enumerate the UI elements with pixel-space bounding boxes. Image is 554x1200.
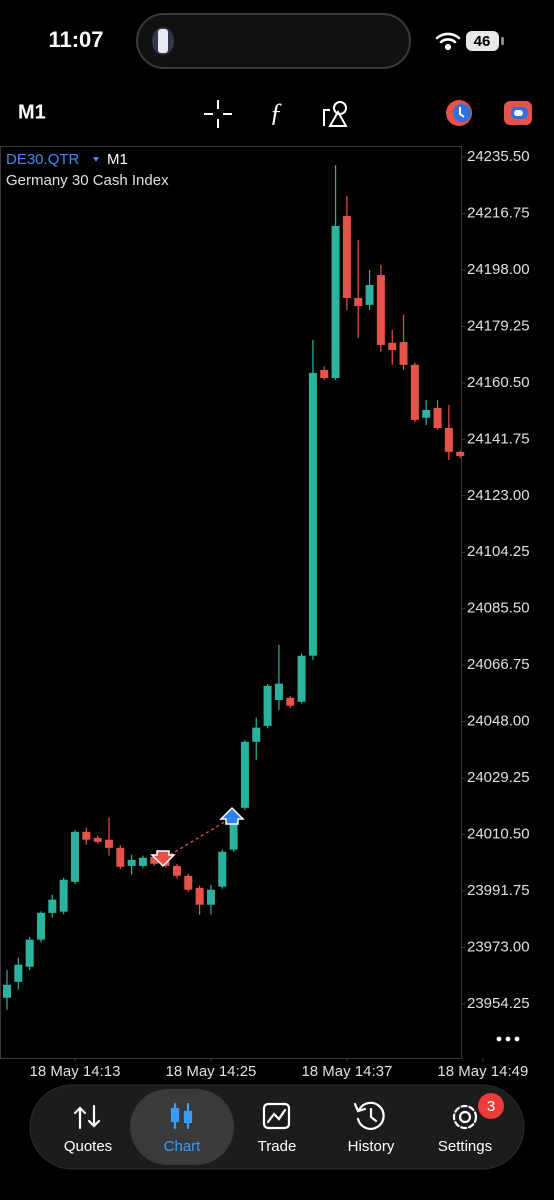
- accounts-button[interactable]: [504, 101, 532, 125]
- flashlight-icon: [152, 27, 174, 55]
- candle-body: [456, 451, 465, 457]
- status-time: 11:07: [48, 27, 103, 52]
- indicators-button[interactable]: ƒ: [270, 98, 283, 127]
- y-tick-label: 24010.50: [467, 826, 530, 843]
- candle-body: [172, 865, 181, 876]
- candle-body: [365, 285, 374, 305]
- candle-body: [342, 216, 351, 298]
- candle-body: [14, 964, 23, 982]
- y-tick-label: 24029.25: [467, 769, 530, 786]
- more-button[interactable]: [496, 1036, 520, 1042]
- candle-body: [297, 655, 306, 702]
- buy-marker: [219, 806, 245, 825]
- candle-body: [36, 912, 45, 940]
- candle-body: [195, 887, 204, 905]
- y-tick-label: 23973.00: [467, 938, 530, 955]
- y-tick-label: 24104.25: [467, 543, 530, 560]
- candle-body: [93, 837, 102, 842]
- x-tick-label: 18 May 14:37: [301, 1063, 392, 1080]
- candle-body: [410, 364, 419, 420]
- y-tick-label: 23954.25: [467, 995, 530, 1012]
- y-tick-label: 24235.50: [467, 148, 530, 165]
- candle-body: [150, 856, 159, 864]
- battery-level: 46: [474, 33, 491, 50]
- plot: [3, 165, 465, 1010]
- candle-body: [422, 409, 431, 418]
- battery-tip: [501, 37, 504, 45]
- candle-body: [3, 984, 11, 998]
- plot-frame: [0, 146, 462, 1059]
- wifi-icon: [435, 32, 461, 51]
- candle-body: [308, 372, 317, 656]
- candle-body: [229, 817, 238, 850]
- y-tick-label: 24198.00: [467, 261, 530, 278]
- candle-body: [274, 683, 283, 700]
- candle-body: [286, 697, 295, 706]
- timeframe-button[interactable]: M1: [18, 101, 46, 123]
- nav-chart[interactable]: Chart: [164, 1138, 202, 1155]
- y-tick-label: 24179.25: [467, 317, 530, 334]
- x-tick-label: 18 May 14:25: [165, 1063, 256, 1080]
- nav-history[interactable]: History: [348, 1138, 395, 1155]
- y-tick-label: 24048.00: [467, 713, 530, 730]
- candle-body: [104, 839, 113, 848]
- candle-body: [376, 275, 385, 345]
- candle-body: [320, 369, 329, 379]
- candle-body: [116, 847, 125, 867]
- candle-body: [82, 831, 91, 840]
- candle-body: [263, 685, 272, 726]
- y-tick-label: 23991.75: [467, 882, 530, 899]
- badge-count: 3: [487, 1098, 495, 1115]
- chart-title: Germany 30 Cash Index: [6, 172, 169, 189]
- symbol-dropdown[interactable]: [93, 157, 99, 162]
- candle-body: [331, 225, 340, 379]
- symbol[interactable]: DE30.QTR: [6, 151, 80, 168]
- battery: [466, 31, 499, 51]
- chart-timeframe: M1: [107, 151, 128, 168]
- candle-body: [48, 899, 57, 913]
- candle-body: [218, 851, 227, 887]
- trade-link: [164, 817, 232, 859]
- candle-body: [433, 407, 442, 429]
- candle-body: [25, 939, 34, 967]
- y-tick-label: 24123.00: [467, 487, 530, 504]
- nav-trade[interactable]: Trade: [258, 1138, 297, 1155]
- dynamic-island: [136, 13, 411, 69]
- quotes-icon[interactable]: [73, 1104, 101, 1130]
- candle-body: [399, 341, 408, 365]
- badge: [478, 1093, 504, 1119]
- candle-body: [388, 342, 397, 351]
- candle-body: [240, 741, 249, 808]
- nav-quotes[interactable]: Quotes: [64, 1138, 112, 1155]
- candle-body: [206, 889, 215, 905]
- settings-icon[interactable]: [452, 1104, 478, 1130]
- candle-body: [138, 857, 147, 866]
- candle-body: [59, 879, 68, 912]
- x-tick-label: 18 May 14:49: [437, 1063, 528, 1080]
- chart-icon[interactable]: [170, 1102, 193, 1130]
- candle-body: [354, 297, 363, 307]
- sell-marker: [150, 850, 176, 868]
- trade-icon[interactable]: [262, 1102, 291, 1130]
- x-tick-label: 18 May 14:13: [30, 1063, 121, 1080]
- y-tick-label: 24085.50: [467, 600, 530, 617]
- objects-button[interactable]: [323, 101, 348, 127]
- nav-settings[interactable]: Settings: [438, 1138, 492, 1155]
- candle-body: [127, 859, 136, 866]
- y-tick-label: 24141.75: [467, 430, 530, 447]
- trade-mode-button[interactable]: [446, 100, 472, 126]
- candle-body: [252, 727, 261, 742]
- candle-body: [70, 831, 79, 882]
- history-icon[interactable]: [353, 1101, 385, 1130]
- y-tick-label: 24160.50: [467, 374, 530, 391]
- active-tab: [130, 1089, 234, 1165]
- crosshair-button[interactable]: [204, 100, 232, 128]
- y-tick-label: 24216.75: [467, 204, 530, 221]
- y-tick-label: 24066.75: [467, 656, 530, 673]
- candle-body: [184, 875, 193, 890]
- candle-body: [444, 428, 453, 452]
